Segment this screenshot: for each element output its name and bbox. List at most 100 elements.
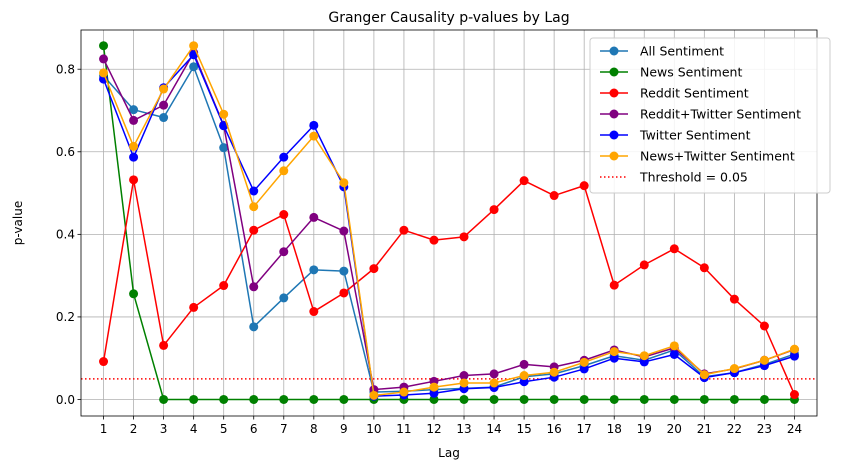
data-point-news-twitter-sentiment — [669, 341, 679, 351]
data-point-all-sentiment — [339, 266, 349, 276]
data-point-reddit-sentiment — [429, 235, 439, 245]
legend-label: Reddit Sentiment — [640, 85, 749, 100]
data-point-reddit-sentiment — [699, 263, 709, 273]
legend: All Sentiment News Sentiment Reddit Sentim… — [589, 37, 831, 194]
x-tick-label: 24 — [787, 422, 802, 436]
x-tick-label: 17 — [577, 422, 592, 436]
data-point-reddit-sentiment — [459, 232, 469, 242]
data-point-news-sentiment — [189, 394, 199, 404]
data-point-reddit-sentiment — [669, 244, 679, 254]
data-point-news-twitter-sentiment — [429, 382, 439, 392]
legend-marker — [609, 151, 619, 161]
data-point-twitter-sentiment — [609, 353, 619, 363]
legend-entry: Twitter Sentiment — [600, 127, 751, 142]
x-tick-label: 14 — [486, 422, 501, 436]
data-point-reddit-sentiment — [729, 294, 739, 304]
data-point-twitter-sentiment — [129, 152, 139, 162]
data-point-news-twitter-sentiment — [279, 166, 289, 176]
data-point-all-sentiment — [249, 322, 259, 332]
data-point-all-sentiment — [189, 62, 199, 72]
y-tick-label: 0.6 — [56, 145, 75, 159]
legend-box — [589, 37, 831, 194]
data-point-news-sentiment — [759, 394, 769, 404]
data-point-reddit-sentiment — [609, 280, 619, 290]
legend-label: News Sentiment — [640, 64, 742, 79]
data-point-reddit-sentiment — [99, 357, 109, 367]
data-point-news-twitter-sentiment — [249, 202, 259, 212]
x-axis-label: Lag — [438, 446, 460, 460]
y-tick-label: 0.8 — [56, 63, 75, 77]
data-point-twitter-sentiment — [309, 120, 319, 130]
data-point-twitter-sentiment — [429, 388, 439, 398]
legend-marker — [609, 46, 619, 56]
data-point-news-twitter-sentiment — [219, 109, 229, 119]
data-point-news-twitter-sentiment — [369, 390, 379, 400]
y-tick-label: 0.0 — [56, 393, 75, 407]
data-point-news-sentiment — [129, 289, 139, 299]
legend-marker — [609, 67, 619, 77]
data-point-news-twitter-sentiment — [129, 141, 139, 151]
legend-label: All Sentiment — [640, 43, 724, 58]
data-point-twitter-sentiment — [579, 364, 589, 374]
data-point-reddit-twitter-sentiment — [99, 54, 109, 64]
data-point-reddit-sentiment — [189, 302, 199, 312]
data-point-news-sentiment — [309, 394, 319, 404]
data-point-news-sentiment — [579, 394, 589, 404]
series-reddit-sentiment — [99, 175, 799, 400]
data-point-twitter-sentiment — [789, 351, 799, 361]
legend-label: Reddit+Twitter Sentiment — [640, 106, 801, 121]
data-point-news-sentiment — [549, 394, 559, 404]
data-point-reddit-twitter-sentiment — [159, 100, 169, 110]
x-tick-label: 4 — [190, 422, 198, 436]
data-point-reddit-sentiment — [309, 307, 319, 317]
data-point-twitter-sentiment — [639, 357, 649, 367]
x-tick-label: 7 — [280, 422, 288, 436]
data-point-all-sentiment — [159, 113, 169, 123]
x-tick-label: 21 — [697, 422, 712, 436]
data-point-news-sentiment — [219, 394, 229, 404]
data-point-news-twitter-sentiment — [399, 387, 409, 397]
data-point-twitter-sentiment — [669, 349, 679, 359]
legend-marker — [609, 130, 619, 140]
series-line-news-sentiment — [102, 45, 795, 401]
data-point-news-sentiment — [279, 394, 289, 404]
data-point-news-twitter-sentiment — [699, 370, 709, 380]
x-tick-label: 11 — [396, 422, 411, 436]
data-point-reddit-sentiment — [519, 176, 529, 186]
legend-marker — [609, 109, 619, 119]
data-point-reddit-sentiment — [549, 191, 559, 201]
legend-marker — [609, 88, 619, 98]
data-point-reddit-twitter-sentiment — [279, 247, 289, 257]
data-point-reddit-twitter-sentiment — [519, 359, 529, 369]
data-point-reddit-twitter-sentiment — [249, 282, 259, 292]
chart-title: Granger Causality p-values by Lag — [328, 10, 569, 26]
x-tick-label: 22 — [727, 422, 742, 436]
x-tick-label: 15 — [516, 422, 531, 436]
data-point-reddit-twitter-sentiment — [459, 371, 469, 381]
data-point-news-twitter-sentiment — [459, 378, 469, 388]
x-tick-label: 20 — [667, 422, 682, 436]
data-point-news-sentiment — [99, 41, 109, 51]
data-point-news-sentiment — [249, 394, 259, 404]
data-point-news-twitter-sentiment — [189, 41, 199, 51]
data-point-news-sentiment — [699, 394, 709, 404]
data-point-news-twitter-sentiment — [519, 371, 529, 381]
data-point-reddit-twitter-sentiment — [489, 369, 499, 379]
series-layer — [99, 41, 799, 404]
data-point-news-sentiment — [159, 394, 169, 404]
x-tick-label: 18 — [607, 422, 622, 436]
y-tick-label: 0.2 — [56, 310, 75, 324]
data-point-news-sentiment — [519, 394, 529, 404]
data-point-reddit-sentiment — [579, 181, 589, 191]
data-point-news-sentiment — [489, 394, 499, 404]
legend-entry: News+Twitter Sentiment — [600, 148, 795, 163]
data-point-news-twitter-sentiment — [609, 347, 619, 357]
legend-entry: Threshold = 0.05 — [600, 169, 748, 184]
data-point-news-sentiment — [429, 394, 439, 404]
data-point-reddit-sentiment — [639, 260, 649, 270]
data-point-reddit-sentiment — [399, 225, 409, 235]
data-point-news-sentiment — [339, 394, 349, 404]
x-tick-label: 6 — [250, 422, 258, 436]
y-tick-label: 0.4 — [56, 228, 75, 242]
data-point-news-sentiment — [729, 394, 739, 404]
